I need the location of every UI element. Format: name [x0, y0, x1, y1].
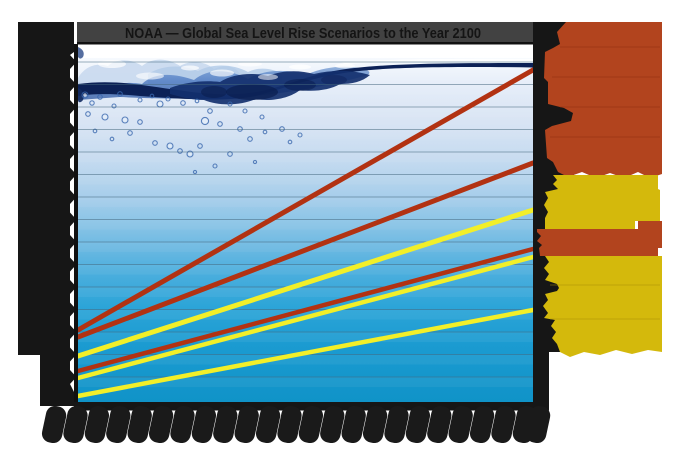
svg-text:NOAA — Global Sea Level Rise S: NOAA — Global Sea Level Rise Scenarios t… [125, 25, 481, 42]
